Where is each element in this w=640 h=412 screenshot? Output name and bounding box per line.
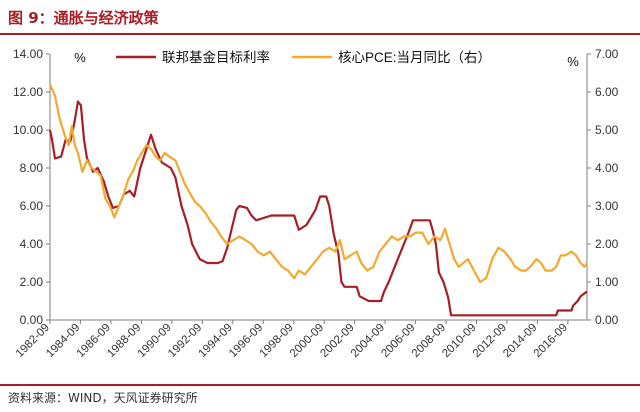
left-unit-label: % bbox=[74, 50, 86, 65]
title-divider bbox=[0, 33, 640, 35]
right-y-tick-label: 5.00 bbox=[595, 123, 619, 137]
right-unit-label: % bbox=[567, 54, 579, 69]
right-y-tick-label: 0.00 bbox=[595, 313, 619, 327]
left-y-tick-label: 14.00 bbox=[13, 47, 43, 61]
left-y-tick-label: 0.00 bbox=[20, 313, 44, 327]
left-y-tick-label: 10.00 bbox=[13, 123, 43, 137]
left-y-tick-label: 2.00 bbox=[20, 275, 44, 289]
right-y-tick-label: 7.00 bbox=[595, 47, 619, 61]
left-y-tick-label: 6.00 bbox=[20, 199, 44, 213]
right-y-tick-label: 1.00 bbox=[595, 275, 619, 289]
figure-title: 图 9：通胀与经济政策 bbox=[8, 9, 159, 27]
right-y-tick-label: 2.00 bbox=[595, 237, 619, 251]
source-note: 资料来源：WIND，天风证券研究所 bbox=[8, 391, 198, 405]
line-chart: 0.00 2.00 4.00 6.00 8.00 10.00 12.00 14.00 0.00 1… bbox=[13, 47, 619, 360]
right-y-tick-label: 6.00 bbox=[595, 85, 619, 99]
series-line-core-pce bbox=[48, 83, 588, 284]
left-y-tick-label: 4.00 bbox=[20, 237, 44, 251]
figure-title-bar: 图 9：通胀与经济政策 bbox=[0, 0, 640, 35]
legend-item-core-pce-label: 核心PCE:当月同比（右） bbox=[338, 50, 491, 65]
legend-item-fed-rate-label: 联邦基金目标利率 bbox=[162, 49, 270, 65]
left-y-tick-label: 12.00 bbox=[13, 85, 43, 99]
series-line-fed-rate bbox=[48, 100, 588, 317]
right-y-tick-label: 3.00 bbox=[595, 199, 619, 213]
source-divider bbox=[0, 384, 640, 386]
right-y-tick-label: 4.00 bbox=[595, 161, 619, 175]
left-y-tick-label: 8.00 bbox=[20, 161, 44, 175]
x-tick-label: 2016-09 bbox=[532, 322, 570, 360]
